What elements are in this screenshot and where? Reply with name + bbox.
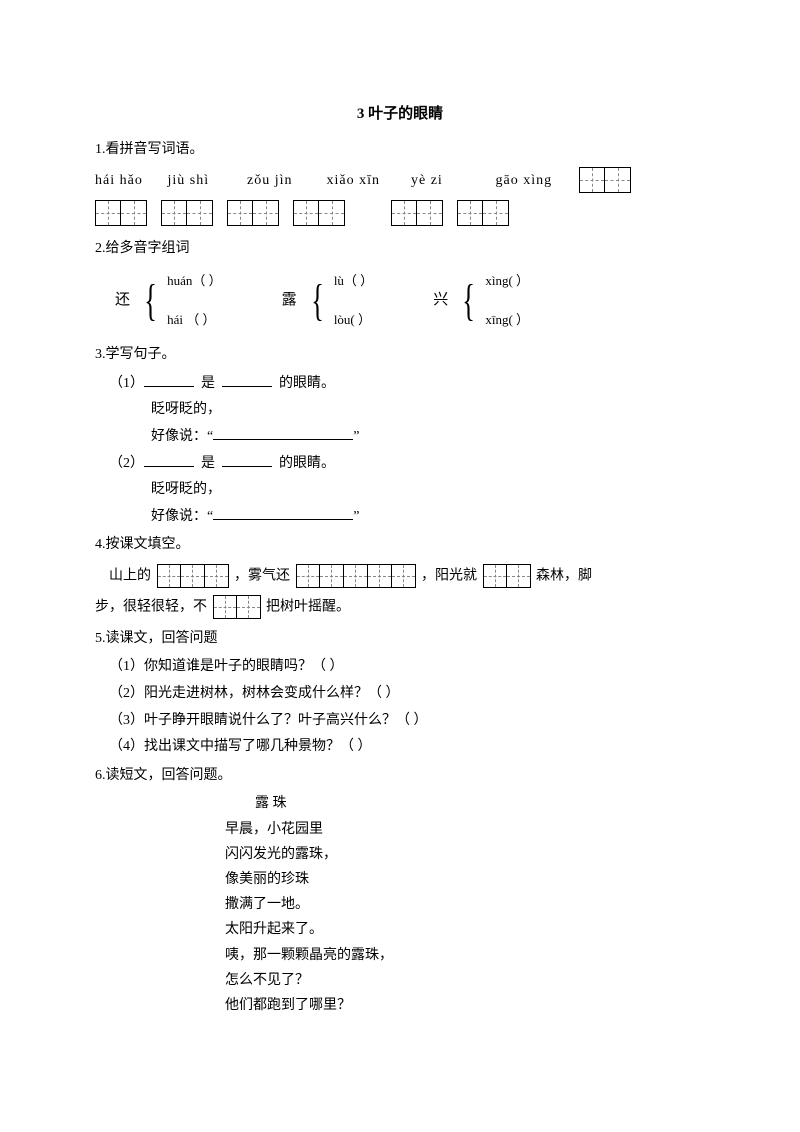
q2-row: 还 { huán（ ） hái （ ） 露 { lù（ ） lòu( ） 兴 {… (115, 269, 705, 332)
worksheet-title: 3 叶子的眼睛 (95, 100, 705, 129)
text: 把树叶摇醒。 (266, 600, 350, 615)
blank[interactable] (222, 372, 272, 387)
box-group[interactable] (227, 200, 279, 226)
inline-box-group[interactable] (296, 561, 416, 592)
q1-pinyin-row: hái hǎo jiù shì zǒu jìn xiǎo xīn yè zi g… (95, 167, 705, 194)
poem-line: 闪闪发光的露珠， (225, 842, 705, 867)
blank[interactable] (222, 452, 272, 467)
q5-item[interactable]: （4）找出课文中描写了哪几种景物？（ ） (95, 734, 705, 761)
text: 好像说：“ (151, 509, 213, 524)
text: 是 (201, 376, 215, 391)
inline-box-group[interactable] (157, 561, 229, 592)
poly-char: 兴 (433, 286, 452, 315)
text: 的眼睛。 (279, 456, 335, 471)
poem-line: 他们都跑到了哪里？ (225, 993, 705, 1018)
poly-item: 兴 { xìng( ） xīng( ） (433, 269, 529, 332)
box-group[interactable] (95, 200, 147, 226)
blank[interactable] (213, 505, 353, 520)
q3-heading: 3.学写句子。 (95, 342, 705, 369)
poly-reading[interactable]: xīng( ） (485, 308, 529, 333)
poem-line: 怎么不见了？ (225, 968, 705, 993)
text: ，阳光就 (421, 569, 477, 584)
poly-reading[interactable]: xìng( ） (485, 269, 529, 294)
q3-line: 眨呀眨的， (95, 397, 705, 424)
poem-line: 早晨，小花园里 (225, 817, 705, 842)
poly-char: 还 (115, 286, 134, 315)
inline-box-group[interactable] (483, 561, 531, 592)
poly-reading[interactable]: lù（ ） (334, 269, 373, 294)
q5-heading: 5.读课文，回答问题 (95, 626, 705, 653)
box-group[interactable] (457, 200, 509, 226)
blank[interactable] (144, 452, 194, 467)
q5-item[interactable]: （2）阳光走进树林，树林会变成什么样？（ ） (95, 681, 705, 708)
q3-line: （1） 是 的眼睛。 (95, 371, 705, 398)
text: ” (353, 509, 359, 524)
blank[interactable] (213, 425, 353, 440)
q4-paragraph: 山上的 ，雾气还 ，阳光就 森林，脚 步，很轻很轻，不 把树叶摇醒。 (95, 561, 705, 624)
q5-item[interactable]: （3）叶子睁开眼睛说什么了？叶子高兴什么？（ ） (95, 708, 705, 735)
q6-heading: 6.读短文，回答问题。 (95, 763, 705, 790)
poem: 露 珠 早晨，小花园里 闪闪发光的露珠， 像美丽的珍珠 撒满了一地。 太阳升起来… (225, 791, 705, 1018)
blank[interactable] (144, 372, 194, 387)
poem-line: 咦，那一颗颗晶亮的露珠， (225, 943, 705, 968)
brace-icon: { (144, 279, 157, 323)
q3-line: 好像说：“ ” (95, 504, 705, 531)
q1-heading: 1.看拼音写词语。 (95, 137, 705, 164)
q3-line: （2） 是 的眼睛。 (95, 451, 705, 478)
text: 好像说：“ (151, 429, 213, 444)
text: 山上的 (109, 569, 151, 584)
box-group[interactable] (161, 200, 213, 226)
q4-heading: 4.按课文填空。 (95, 532, 705, 559)
q1-boxes-row (95, 200, 705, 226)
pinyin-item: zǒu jìn (247, 168, 322, 195)
q5-item[interactable]: （1）你知道谁是叶子的眼睛吗？（ ） (95, 654, 705, 681)
pinyin-item: gāo xìng (496, 168, 571, 195)
text: 步，很轻很轻，不 (95, 600, 207, 615)
poly-item: 还 { huán（ ） hái （ ） (115, 269, 222, 332)
q3-line: 好像说：“ ” (95, 424, 705, 451)
box-group[interactable] (391, 200, 443, 226)
brace-icon: { (311, 279, 324, 323)
text: 的眼睛。 (279, 376, 335, 391)
text: ” (353, 429, 359, 444)
text: ，雾气还 (234, 569, 290, 584)
text: 森林，脚 (536, 569, 592, 584)
poem-line: 像美丽的珍珠 (225, 867, 705, 892)
poly-char: 露 (282, 286, 301, 315)
poly-reading[interactable]: lòu( ） (334, 308, 373, 333)
text: 是 (201, 456, 215, 471)
q3-line: 眨呀眨的， (95, 477, 705, 504)
poem-title: 露 珠 (225, 791, 705, 816)
poly-reading[interactable]: hái （ ） (167, 308, 222, 333)
poly-reading[interactable]: huán（ ） (167, 269, 222, 294)
q2-heading: 2.给多音字组词 (95, 236, 705, 263)
poly-item: 露 { lù（ ） lòu( ） (282, 269, 374, 332)
trailing-box-group (579, 167, 631, 194)
inline-box-group[interactable] (213, 592, 261, 623)
pinyin-item: jiù shì (168, 168, 243, 195)
poem-line: 太阳升起来了。 (225, 917, 705, 942)
box-group[interactable] (293, 200, 345, 226)
pinyin-item: hái hǎo (95, 168, 163, 195)
pinyin-item: xiǎo xīn (327, 168, 407, 195)
poem-line: 撒满了一地。 (225, 892, 705, 917)
pinyin-item: yè zi (411, 168, 491, 195)
brace-icon: { (462, 279, 475, 323)
